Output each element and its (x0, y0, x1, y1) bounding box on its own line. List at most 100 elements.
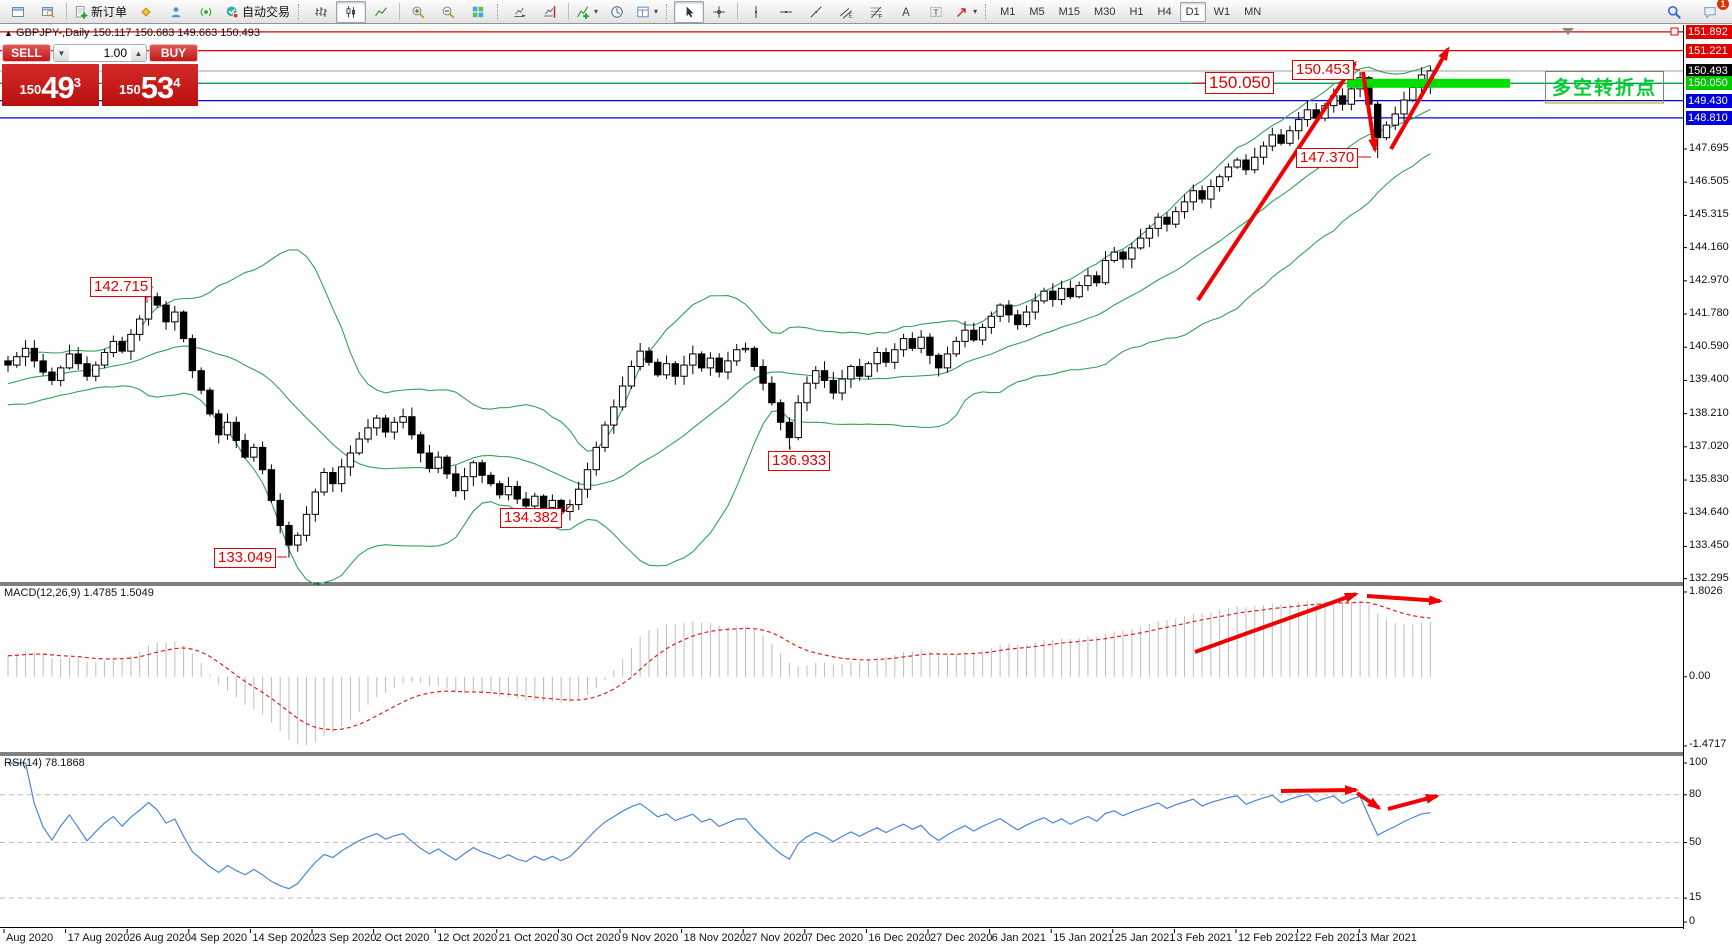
candles (4, 65, 1435, 558)
collapse-arrow-icon[interactable]: ▲ (4, 28, 13, 38)
price-annotation[interactable]: 150.453 (1292, 60, 1355, 80)
templates-icon (636, 5, 650, 19)
crosshair-button[interactable] (704, 1, 734, 23)
date-label: Aug 2020 (6, 932, 54, 944)
zoom-in-button[interactable] (403, 1, 433, 23)
terminal-button[interactable] (161, 1, 191, 23)
trend-arrow (1361, 71, 1379, 153)
new-order-icon (74, 5, 88, 19)
templates-dropdown-icon[interactable]: ▾ (654, 7, 659, 16)
date-label: 30 Oct 2020 (560, 932, 621, 944)
vertical-line-button[interactable] (741, 1, 771, 23)
buy-button[interactable]: BUY (149, 44, 198, 62)
svg-text:E: E (849, 13, 853, 19)
toolbar-separator (298, 3, 303, 20)
new-order-button[interactable]: 新订单 (70, 1, 131, 23)
trend-arrow (1196, 60, 1357, 302)
date-label: 22 Feb 2021 (1299, 932, 1362, 944)
volume-input[interactable] (69, 45, 131, 61)
text-label-button[interactable]: T (921, 1, 951, 23)
price-axis-label: 150.493 (1686, 63, 1732, 78)
tile-windows-button[interactable] (463, 1, 493, 23)
rsi-line (8, 762, 1431, 890)
rsi-axis-label: 80 (1689, 787, 1702, 800)
toolbar-separator (666, 3, 671, 20)
timeframe-w1[interactable]: W1 (1213, 5, 1231, 18)
date-label: 3 Mar 2021 (1361, 932, 1417, 944)
trendline-button[interactable] (801, 1, 831, 23)
arrow-objects-button[interactable]: ▾ (951, 1, 981, 23)
periods-button[interactable] (602, 1, 632, 23)
line-chart-button[interactable] (366, 1, 396, 23)
macd-signal-line (7, 601, 1431, 731)
date-label: 25 Jan 2021 (1114, 932, 1176, 944)
autoscroll-icon (513, 5, 527, 19)
price-annotation[interactable]: 150.050 (1205, 72, 1275, 95)
price-annotation[interactable]: 136.933 (768, 451, 831, 471)
candle-chart-icon (344, 5, 358, 19)
timeframe-m1[interactable]: M1 (1000, 5, 1016, 18)
price-annotation[interactable]: 134.382 (500, 508, 563, 528)
equidistant-channel-button[interactable]: E (831, 1, 861, 23)
signals-button[interactable] (191, 1, 221, 23)
buy-price[interactable]: 150 53 4 (101, 64, 198, 106)
price-annotation[interactable]: 133.049 (214, 548, 277, 568)
pivot-text-box[interactable]: 多空转折点 (1545, 71, 1664, 104)
search-icon[interactable] (1659, 1, 1689, 23)
horizontal-line-button[interactable] (771, 1, 801, 23)
timeframe-h4[interactable]: H4 (1157, 5, 1172, 18)
price-axis-tick: 146.505 (1689, 175, 1729, 188)
sell-price[interactable]: 150 49 3 (2, 64, 99, 106)
annotation-leader (561, 504, 572, 515)
bar-chart-button[interactable] (306, 1, 336, 23)
templates-button[interactable]: ▾ (632, 1, 662, 23)
timeframe-d1[interactable]: D1 (1179, 1, 1206, 22)
fibonacci-retracement-button[interactable]: F (861, 1, 891, 23)
timeframe-h1[interactable]: H1 (1129, 5, 1144, 18)
fibo-icon: F (869, 5, 883, 19)
timeframe-m15[interactable]: M15 (1058, 5, 1081, 18)
sell-button[interactable]: SELL (2, 44, 51, 62)
date-label: 12 Oct 2020 (437, 932, 498, 944)
price-axis-tick: 144.160 (1689, 240, 1729, 253)
arrows-icon (955, 5, 969, 19)
rsi-axis-label: 0 (1689, 915, 1696, 927)
zoom-out-button[interactable] (433, 1, 463, 23)
price-axis-tick: 138.210 (1689, 406, 1729, 419)
chart-shift-button[interactable] (535, 1, 565, 23)
date-label: 27 Nov 2020 (745, 932, 808, 944)
chart-profiles-button[interactable] (33, 1, 63, 23)
indicators-dropdown-icon[interactable]: ▾ (594, 7, 599, 16)
text-button[interactable]: A (891, 1, 921, 23)
price-annotation[interactable]: 147.370 (1296, 148, 1359, 168)
metaeditor-button[interactable] (131, 1, 161, 23)
auto-scroll-button[interactable] (505, 1, 535, 23)
date-label: 15 Jan 2021 (1053, 932, 1114, 944)
macd-axis-min: -1.4717 (1689, 738, 1727, 750)
price-annotation[interactable]: 142.715 (90, 277, 153, 297)
timeframe-mn[interactable]: MN (1244, 5, 1262, 18)
price-axis-tick: 142.970 (1689, 273, 1729, 286)
indicators-button[interactable]: ▾ (572, 1, 602, 23)
auto-trading-button[interactable]: 自动交易 (221, 1, 294, 23)
volume-up-button[interactable]: ▲ (131, 45, 146, 61)
candlestick-chart-button[interactable] (336, 0, 367, 23)
rsi-axis-label: 15 (1689, 891, 1702, 904)
timeframe-m5[interactable]: M5 (1029, 5, 1045, 18)
rsi-axis-label: 50 (1689, 835, 1702, 848)
date-label: 12 Feb 2021 (1238, 932, 1300, 944)
toolbar: 新订单 自动交易 ▾ ▾ E F A T ▾ M1 M5 M15 M30 H1 H4 D1 W1 MN 1 (0, 0, 1732, 24)
date-label: 17 Aug 2020 (67, 932, 130, 944)
cursor-button[interactable] (674, 0, 705, 23)
new-chart-button[interactable] (3, 1, 33, 23)
date-label: 23 Sep 2020 (314, 932, 377, 944)
timeframe-m30[interactable]: M30 (1094, 5, 1116, 18)
arrow-objects-dropdown-icon[interactable]: ▾ (973, 7, 978, 16)
date-label: 9 Nov 2020 (622, 932, 679, 944)
chat-icon[interactable]: 1 (1695, 0, 1729, 23)
clock-icon (610, 5, 624, 19)
volume-down-button[interactable]: ▼ (54, 45, 69, 61)
zoom-in-icon (411, 5, 425, 19)
